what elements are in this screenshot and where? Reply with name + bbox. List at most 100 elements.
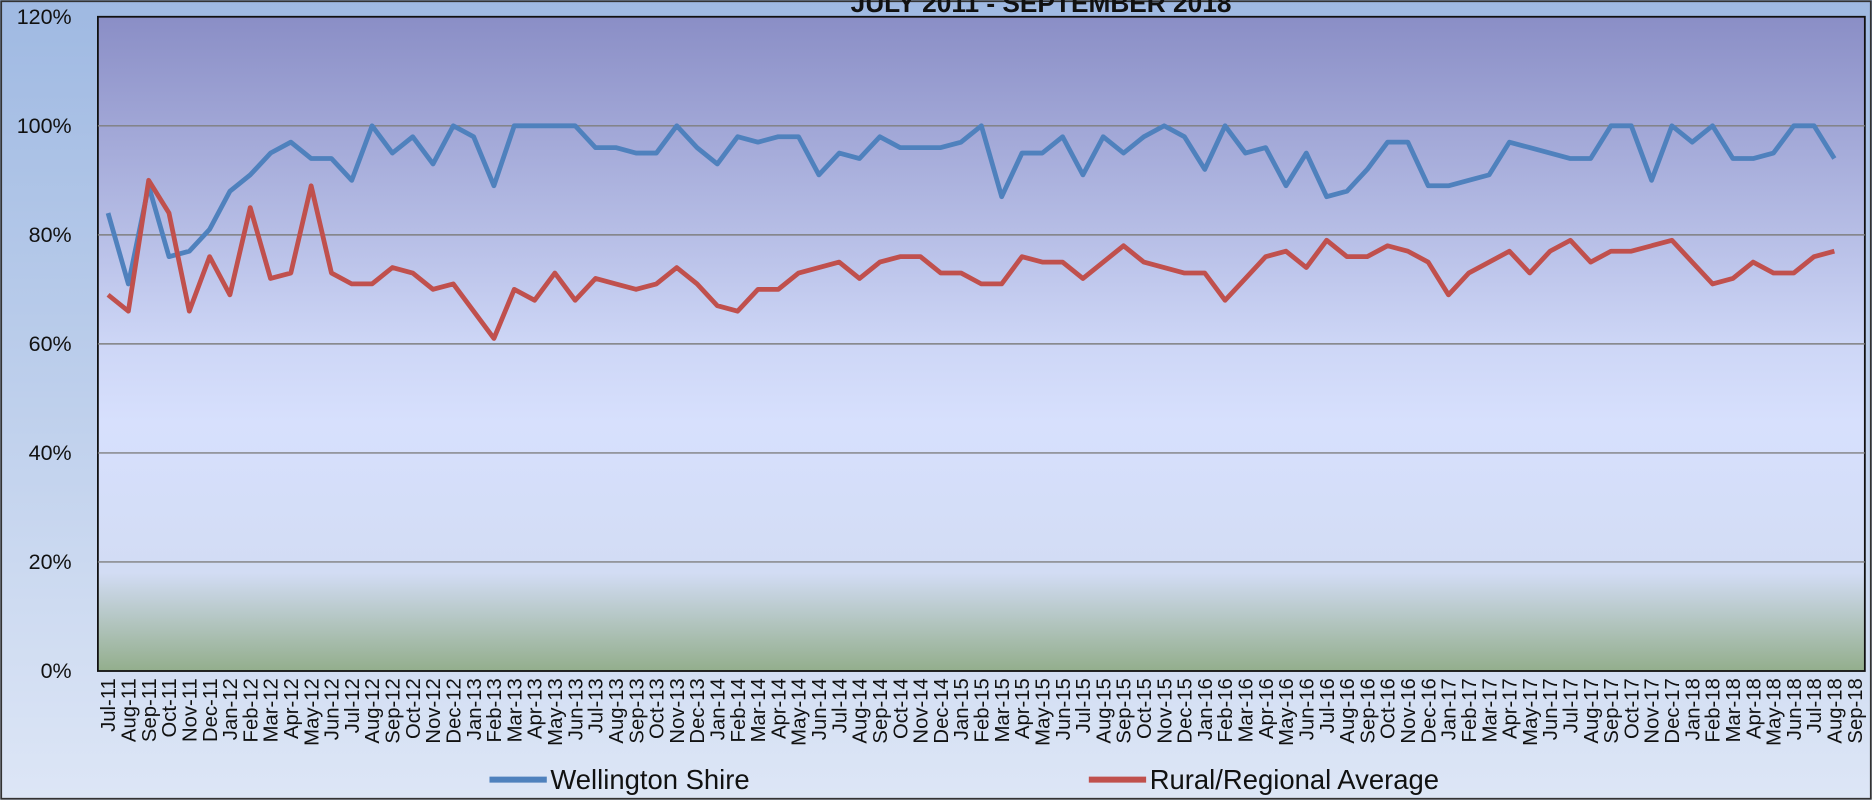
x-tick-label: Jul-12	[342, 678, 364, 733]
x-tick-label: Feb-14	[728, 678, 750, 742]
legend-label: Rural/Regional Average	[1150, 764, 1439, 795]
x-tick-label: Feb-17	[1459, 678, 1481, 742]
x-tick-label: Oct-15	[1134, 678, 1156, 739]
x-tick-label: Jul-18	[1804, 678, 1826, 733]
x-tick-label: May-16	[1276, 678, 1298, 746]
x-tick-label: Nov-16	[1398, 678, 1420, 743]
x-tick-label: Jan-12	[220, 678, 242, 740]
x-tick-label: Apr-18	[1743, 678, 1765, 739]
x-tick-label: Sep-17	[1601, 678, 1623, 743]
x-tick-label: Jul-15	[1073, 678, 1095, 733]
x-tick-label: Mar-14	[748, 678, 770, 742]
x-tick-label: May-13	[545, 678, 567, 746]
x-tick-label: Aug-13	[606, 678, 628, 743]
x-tick-label: Mar-16	[1236, 678, 1258, 742]
x-tick-label: Jun-13	[565, 678, 587, 740]
x-tick-label: Jun-18	[1784, 678, 1806, 740]
x-tick-label: Mar-17	[1479, 678, 1501, 742]
x-tick-label: Feb-18	[1703, 678, 1725, 742]
x-tick-label: Apr-17	[1500, 678, 1522, 739]
x-tick-label: May-18	[1764, 678, 1786, 746]
x-tick-label: Dec-11	[200, 678, 222, 742]
x-tick-label: Apr-15	[1012, 678, 1034, 739]
x-tick-label: Aug-14	[850, 678, 872, 743]
x-tick-label: Feb-12	[240, 678, 262, 742]
x-tick-label: May-12	[301, 678, 323, 746]
y-tick-label: 0%	[41, 659, 72, 683]
y-tick-label: 20%	[29, 550, 72, 574]
x-tick-label: Jun-16	[1296, 678, 1318, 740]
x-tick-label: Sep-13	[626, 678, 648, 743]
x-tick-label: Jul-17	[1561, 678, 1583, 733]
x-tick-label: Sep-16	[1357, 678, 1379, 743]
x-tick-label: Nov-15	[1154, 678, 1176, 743]
x-tick-label: Aug-18	[1825, 678, 1847, 743]
chart-title: JULY 2011 - SEPTEMBER 2018	[851, 0, 1232, 18]
x-tick-label: Nov-12	[423, 678, 445, 743]
x-tick-label: Oct-17	[1621, 678, 1643, 739]
x-tick-label: Dec-15	[1175, 678, 1197, 743]
x-tick-label: Jun-12	[322, 678, 344, 740]
y-tick-label: 80%	[29, 223, 72, 247]
x-tick-label: Oct-14	[890, 678, 912, 739]
x-tick-label: Jan-13	[464, 678, 486, 740]
x-tick-label: Aug-15	[1093, 678, 1115, 743]
x-tick-label: Mar-18	[1723, 678, 1745, 742]
x-tick-label: Jan-14	[708, 678, 730, 740]
x-tick-label: Aug-12	[362, 678, 384, 743]
x-tick-label: Feb-16	[1215, 678, 1237, 742]
x-tick-label: May-17	[1520, 678, 1542, 746]
x-tick-label: Sep-14	[870, 678, 892, 743]
x-tick-label: Jan-16	[1195, 678, 1217, 740]
x-tick-label: Jun-14	[809, 678, 831, 740]
y-tick-label: 120%	[17, 5, 72, 29]
x-tick-label: Feb-13	[484, 678, 506, 742]
x-tick-label: Jan-15	[951, 678, 973, 740]
x-tick-label: Apr-16	[1256, 678, 1278, 739]
x-tick-label: Oct-16	[1378, 678, 1400, 739]
x-tick-label: Oct-13	[647, 678, 669, 739]
x-tick-label: Sep-11	[139, 678, 161, 742]
x-tick-label: Dec-12	[443, 678, 465, 743]
x-tick-label: Feb-15	[972, 678, 994, 742]
x-tick-label: Nov-17	[1642, 678, 1664, 743]
x-tick-label: Oct-12	[403, 678, 425, 739]
x-tick-label: Jun-17	[1540, 678, 1562, 740]
x-tick-label: Oct-11	[159, 678, 181, 737]
x-tick-label: Sep-12	[383, 678, 405, 743]
x-tick-label: Aug-16	[1337, 678, 1359, 743]
x-tick-label: Mar-13	[504, 678, 526, 742]
x-tick-label: Dec-16	[1418, 678, 1440, 743]
x-tick-label: Sep-18	[1845, 678, 1867, 743]
x-tick-label: Jul-16	[1317, 678, 1339, 733]
x-tick-label: Sep-15	[1114, 678, 1136, 743]
x-tick-label: Jul-13	[586, 678, 608, 733]
y-tick-label: 60%	[29, 332, 72, 356]
x-tick-label: Dec-17	[1662, 678, 1684, 743]
y-tick-label: 100%	[17, 114, 72, 138]
y-tick-label: 40%	[29, 441, 72, 465]
x-tick-label: Aug-11	[119, 678, 141, 742]
x-tick-label: Mar-15	[992, 678, 1014, 742]
legend-label: Wellington Shire	[550, 764, 749, 795]
x-tick-label: Jan-17	[1439, 678, 1461, 740]
x-tick-label: Dec-14	[931, 678, 953, 743]
x-tick-label: Apr-12	[281, 678, 303, 739]
x-tick-label: Jan-18	[1682, 678, 1704, 740]
x-tick-label: Apr-13	[525, 678, 547, 739]
x-tick-label: Jul-11	[98, 678, 120, 732]
x-tick-label: Mar-12	[261, 678, 283, 742]
x-tick-label: Nov-13	[667, 678, 689, 743]
x-tick-label: Nov-11	[179, 678, 201, 742]
x-tick-label: Jun-15	[1053, 678, 1075, 740]
x-tick-label: Dec-13	[687, 678, 709, 743]
x-tick-label: Apr-14	[768, 678, 790, 739]
x-tick-label: Jul-14	[829, 678, 851, 733]
x-tick-label: Nov-14	[911, 678, 933, 743]
x-tick-label: May-14	[789, 678, 811, 746]
x-tick-label: May-15	[1032, 678, 1054, 746]
series-line	[105, 123, 1837, 287]
series-line	[106, 177, 1835, 341]
